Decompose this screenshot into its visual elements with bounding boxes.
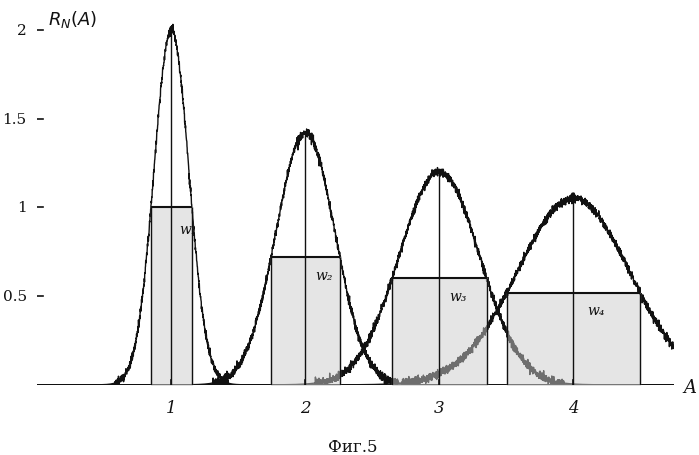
Text: w₂: w₂ bbox=[315, 268, 332, 282]
Text: 3: 3 bbox=[434, 399, 445, 416]
Text: Фиг.5: Фиг.5 bbox=[328, 438, 377, 455]
Text: 2: 2 bbox=[300, 399, 310, 416]
Text: 1: 1 bbox=[166, 399, 177, 416]
Text: A: A bbox=[683, 378, 696, 396]
Text: w₄: w₄ bbox=[586, 303, 604, 318]
Text: w₃: w₃ bbox=[449, 289, 466, 303]
Text: 4: 4 bbox=[568, 399, 579, 416]
Text: 1: 1 bbox=[17, 201, 27, 215]
Text: w₁: w₁ bbox=[180, 222, 197, 236]
Text: 0.5: 0.5 bbox=[3, 289, 27, 303]
Text: 2: 2 bbox=[17, 24, 27, 38]
Text: $R_N(A)$: $R_N(A)$ bbox=[48, 10, 97, 30]
Text: 1.5: 1.5 bbox=[3, 112, 27, 126]
